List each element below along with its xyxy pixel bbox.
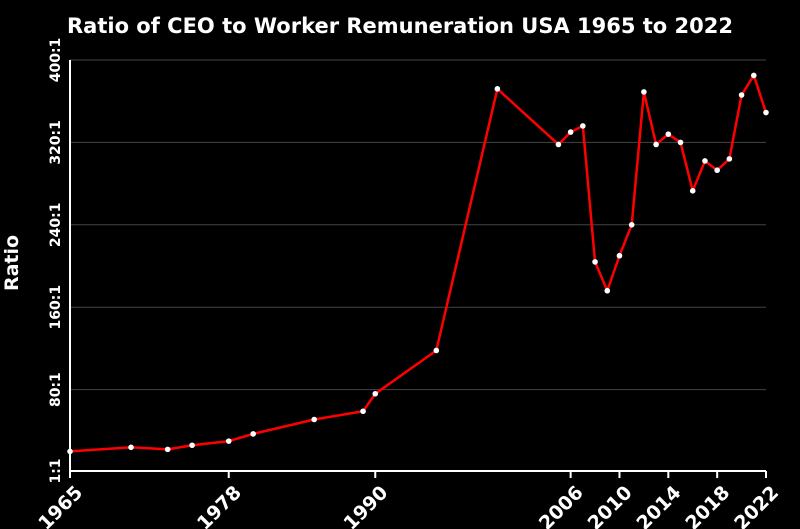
grid-lines — [70, 59, 766, 391]
y-tick-label: 400:1 — [48, 38, 64, 83]
data-point — [763, 109, 769, 116]
data-point — [702, 158, 708, 164]
data-point — [360, 408, 366, 415]
data-point — [677, 139, 684, 146]
data-point — [250, 431, 256, 437]
x-tick-label: 2022 — [730, 482, 783, 529]
data-point — [311, 416, 318, 423]
y-tick-label: 80:1 — [48, 372, 64, 407]
x-tick-label: 2014 — [633, 482, 686, 529]
y-tick-label: 240:1 — [48, 203, 64, 248]
data-point — [555, 141, 562, 148]
x-tick-label: 2018 — [681, 482, 734, 529]
data-point — [628, 222, 635, 228]
x-tick-label: 2010 — [584, 482, 637, 529]
data-point — [665, 131, 672, 137]
data-point — [653, 141, 659, 148]
chart-title: Ratio of CEO to Worker Remuneration USA … — [66, 14, 733, 38]
data-point — [67, 448, 73, 455]
data-point — [750, 72, 757, 79]
data-point — [164, 446, 171, 453]
y-tick-label: 320:1 — [48, 120, 64, 165]
series-line — [69, 74, 768, 453]
data-point — [616, 252, 623, 259]
data-point — [189, 442, 195, 449]
x-tick-label: 1965 — [34, 482, 87, 529]
data-point — [592, 259, 598, 265]
y-axis-label: Ratio — [1, 235, 23, 291]
series-lines — [69, 74, 768, 453]
x-tick-label: 1990 — [339, 482, 392, 529]
data-point — [225, 438, 232, 444]
data-point — [714, 167, 720, 174]
data-point — [738, 92, 745, 98]
data-point — [372, 390, 379, 397]
x-tick-label: 2006 — [535, 482, 588, 529]
data-points — [67, 72, 769, 455]
data-point — [567, 129, 574, 135]
data-point — [604, 287, 611, 294]
x-tick-label: 1978 — [193, 482, 246, 529]
data-point — [128, 444, 134, 451]
data-point — [641, 89, 647, 95]
data-point — [689, 188, 696, 194]
axes — [69, 60, 767, 478]
y-tick-label: 160:1 — [48, 285, 64, 330]
y-tick-labels: 1:1 80:1 160:1 240:1 320:1 400:1 — [48, 38, 64, 484]
data-point — [494, 86, 501, 92]
data-point — [726, 156, 733, 162]
data-point — [580, 123, 586, 129]
data-point — [433, 347, 440, 354]
y-tick-label: 1:1 — [48, 458, 64, 483]
